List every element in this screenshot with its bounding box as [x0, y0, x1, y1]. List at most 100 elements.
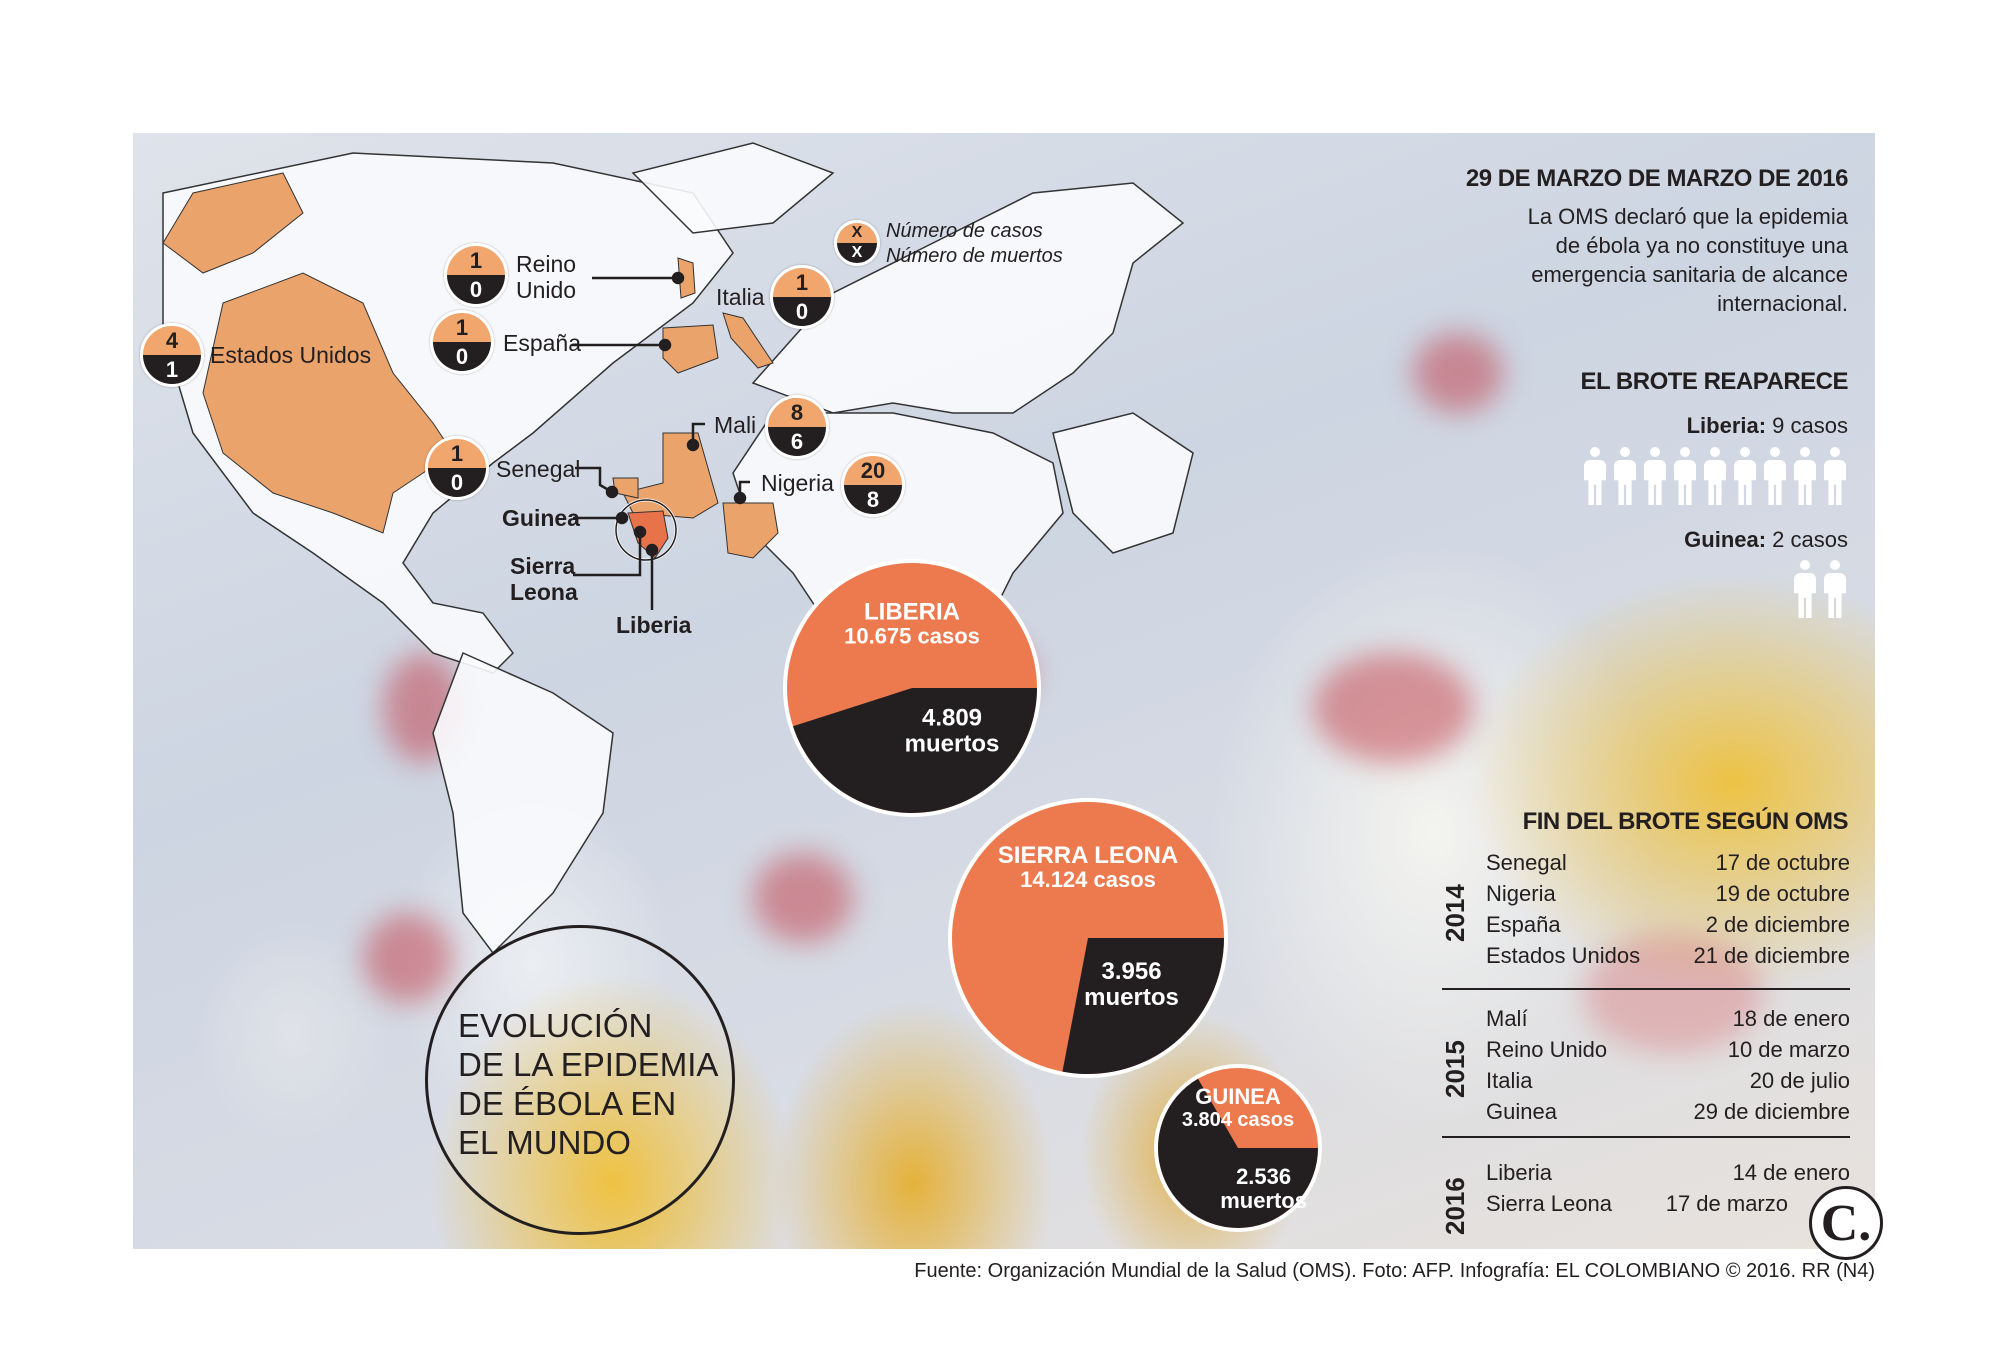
label-reino: Reino [516, 251, 577, 277]
person-icon [1792, 447, 1818, 505]
end-row: Senegal 17 de octubre [1440, 847, 1850, 878]
pie-deaths-unit: muertos [905, 731, 1000, 758]
country: Guinea [1486, 1099, 1557, 1124]
divider [1442, 988, 1850, 990]
pie-country: LIBERIA [864, 598, 960, 625]
year-label: 2016 [1440, 1177, 1470, 1235]
uk-shape [677, 257, 696, 299]
end-row: Liberia 14 de enero [1440, 1157, 1850, 1188]
person-icon [1702, 447, 1728, 505]
label-liberia: Liberia [616, 612, 692, 638]
pie-cases-label: 10.675 casos [844, 623, 980, 648]
end-row: Malí 18 de enero [1440, 1003, 1850, 1034]
title-circle: EVOLUCIÓN DE LA EPIDEMIA DE ÉBOLA EN EL … [425, 925, 735, 1235]
person-icon [1792, 560, 1818, 618]
legend-deaths-label: Número de muertos [886, 245, 1063, 267]
nigeria-shape [722, 502, 779, 559]
el-colombiano-logo: C. [1809, 1186, 1883, 1260]
end-row: Sierra Leona 17 de marzo [1440, 1188, 1850, 1219]
country: Italia [1486, 1068, 1533, 1093]
year-block-2015: 2015 Malí 18 de enero Reino Unido 10 de marz… [1440, 1003, 1850, 1127]
country: Estados Unidos [1486, 943, 1641, 968]
end-date: 10 de marzo [1727, 1037, 1850, 1062]
end-row: Nigeria 19 de octubre [1440, 878, 1850, 909]
pie-cases-label: 14.124 casos [1020, 867, 1156, 892]
country: Reino Unido [1486, 1037, 1608, 1062]
year-label: 2015 [1440, 1040, 1470, 1098]
pie-deaths-slice [1158, 1078, 1318, 1229]
pie-deaths-value: 2.536 [1236, 1164, 1291, 1189]
pie-deaths-unit: muertos [1084, 984, 1179, 1011]
year-block-2016: 2016 Liberia 14 de enero Sierra Leona 17 de … [1440, 1157, 1850, 1235]
country: Nigeria [1486, 881, 1556, 906]
country: Sierra Leona [1486, 1191, 1612, 1216]
pie-country: SIERRA LEONA [998, 842, 1178, 869]
divider [1442, 1136, 1850, 1138]
country: Malí [1486, 1006, 1528, 1031]
person-icon [1642, 447, 1668, 505]
end-date: 18 de enero [1732, 1006, 1850, 1031]
label-leona: Leona [510, 579, 578, 605]
person-icon [1732, 447, 1758, 505]
person-icon [1822, 447, 1848, 505]
person-icon [1582, 447, 1608, 505]
end-heading: FIN DEL BROTE SEGÚN OMS [1522, 808, 1849, 835]
alaska-shape [162, 172, 304, 274]
end-row: Reino Unido 10 de marzo [1440, 1034, 1850, 1065]
announcement-heading: 29 DE MARZO DE MARZO DE 2016 [1465, 165, 1849, 192]
pie-deaths-slice [792, 688, 1037, 814]
pie-country: GUINEA [1195, 1084, 1281, 1109]
end-date: 20 de julio [1749, 1068, 1850, 1093]
label-estados-unidos: Estados Unidos [210, 342, 372, 368]
spain-shape [662, 324, 719, 374]
pie-deaths-value: 4.809 [922, 705, 982, 732]
end-date: 14 de enero [1732, 1160, 1850, 1185]
world-map [162, 142, 1194, 955]
end-date: 2 de diciembre [1705, 912, 1850, 937]
page-title: EVOLUCIÓN DE LA EPIDEMIA DE ÉBOLA EN EL … [458, 1007, 719, 1161]
label-espana: España [503, 330, 582, 356]
end-date: 17 de marzo [1665, 1191, 1788, 1216]
person-icon [1612, 447, 1638, 505]
liberia-people-icons [1582, 447, 1848, 505]
end-row: Italia 20 de julio [1440, 1065, 1850, 1096]
end-date: 21 de diciembre [1693, 943, 1850, 968]
usa-shape [202, 272, 454, 534]
reappears-guinea: Guinea: 2 casos [1684, 527, 1848, 552]
badge-nigeria: 20 8 [841, 453, 905, 517]
background-photo [133, 133, 1875, 1249]
reappears-heading: EL BROTE REAPARECE [1580, 368, 1849, 395]
end-row: Guinea 29 de diciembre [1440, 1096, 1850, 1127]
announcement-text: La OMS declaró que la epidemia de ébola … [1527, 204, 1848, 316]
end-date: 29 de diciembre [1693, 1099, 1850, 1124]
label-unido: Unido [516, 277, 577, 303]
label-mali: Mali [714, 412, 757, 438]
end-row: España 2 de diciembre [1440, 909, 1850, 940]
footer-credits: Fuente: Organización Mundial de la Salud… [914, 1260, 1875, 1282]
italy-shape [722, 312, 774, 369]
pie-deaths-slice [1062, 938, 1224, 1074]
guinea-people-icons [1792, 560, 1848, 618]
label-nigeria: Nigeria [761, 470, 834, 496]
label-italia: Italia [716, 284, 765, 310]
person-icon [1762, 447, 1788, 505]
label-sierra: Sierra [510, 553, 576, 579]
pie-cases-label: 3.804 casos [1182, 1109, 1294, 1131]
pie-deaths-value: 3.956 [1101, 958, 1161, 985]
end-date: 17 de octubre [1715, 850, 1850, 875]
reappears-liberia: Liberia: 9 casos [1686, 413, 1848, 438]
label-senegal: Senegal [496, 456, 581, 482]
legend-badge: X X [834, 220, 880, 266]
end-row: Estados Unidos 21 de diciembre [1440, 940, 1850, 971]
country: España [1486, 912, 1561, 937]
year-label: 2014 [1440, 884, 1470, 942]
country: Senegal [1486, 850, 1567, 875]
country: Liberia [1486, 1160, 1553, 1185]
